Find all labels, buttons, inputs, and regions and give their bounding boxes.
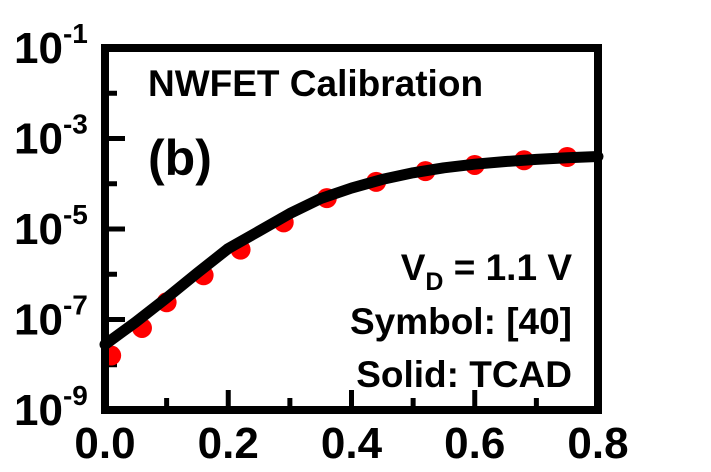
tcad-curve [99, 151, 604, 350]
y-tick-label: 10-1 [14, 18, 88, 73]
series-layer [99, 147, 604, 366]
condition-subscript: D [425, 268, 443, 296]
x-tick-label: 0.0 [74, 419, 135, 468]
x-tick-label: 0.6 [444, 419, 505, 468]
condition-rest: = 1.1 V [443, 247, 572, 288]
y-tick-label: 10-7 [14, 290, 88, 345]
y-tick-label: 10-3 [14, 109, 88, 164]
panel-label: (b) [148, 130, 212, 186]
y-tick-label: 10-9 [14, 380, 88, 435]
condition-main: V [401, 247, 426, 288]
x-tick-label: 0.4 [321, 419, 383, 468]
x-tick-label: 0.8 [567, 419, 628, 468]
solid-annotation: Solid: TCAD [356, 354, 572, 395]
chart-title: NWFET Calibration [148, 63, 483, 104]
symbol-annotation: Symbol: [40] [350, 301, 572, 342]
plot-frame [101, 44, 602, 414]
tick-labels: 0.0 0.2 0.4 0.6 0.8 10-1 10-3 10-5 10-7 10-9 [14, 18, 629, 468]
condition-annotation: VD = 1.1 V [401, 247, 573, 296]
x-tick-label: 0.2 [198, 419, 259, 468]
y-tick-label: 10-5 [14, 199, 88, 254]
